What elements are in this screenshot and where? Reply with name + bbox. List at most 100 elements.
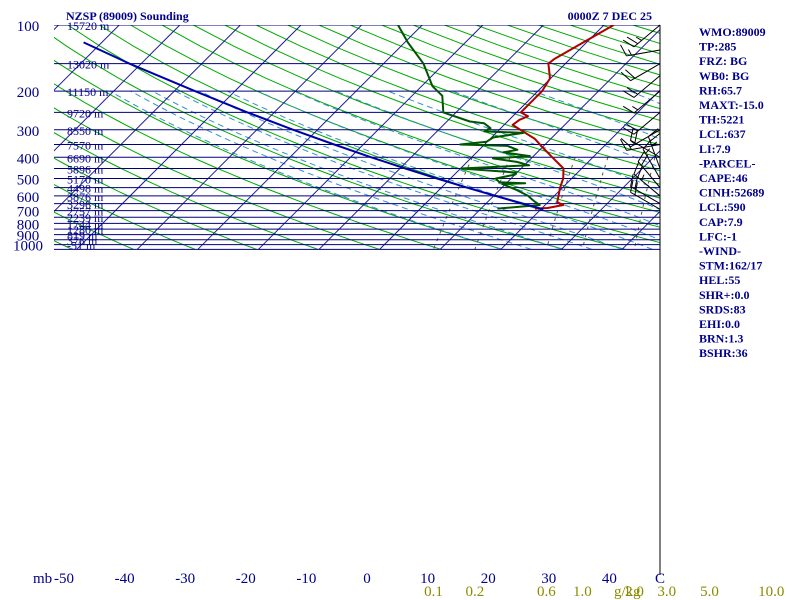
temperature-tick-label: -10 (296, 571, 316, 587)
index-value: CINH:52689 (699, 186, 764, 200)
mixing-ratio-tick-label: 0.2 (465, 584, 484, 600)
moist-adiabat-line (336, 90, 660, 211)
dry-adiabat-line (54, 36, 564, 250)
dry-adiabat-line (67, 25, 626, 250)
isotherm-line (318, 25, 544, 250)
mixing-ratio-line (433, 157, 473, 250)
mixing-ratio-tick-label: 10.0 (758, 584, 784, 600)
moist-adiabat-line (199, 90, 623, 250)
mixing-ratio-unit-label: g/kg (614, 584, 641, 600)
isotherm-line (197, 25, 423, 250)
wind-barb (630, 127, 661, 158)
dry-adiabat-line (54, 107, 380, 250)
wind-barb (647, 128, 661, 169)
pressure-tick-label: 900 (17, 229, 40, 245)
temperature-tick-label: 30 (541, 571, 556, 587)
dry-adiabat-line (54, 211, 134, 250)
isotherm-line (500, 89, 660, 250)
mixing-ratio-line (634, 157, 656, 250)
index-value: BRN:1.3 (699, 332, 743, 346)
height-label: 4498 m (67, 182, 104, 196)
dry-adiabat-line (54, 132, 319, 250)
isotherm-line (54, 25, 120, 91)
pressure-tick-label: 400 (17, 151, 40, 167)
chart-title: NZSP (89009) Sounding (66, 9, 189, 23)
isotherm-line (379, 25, 605, 250)
pressure-tick-label: 700 (17, 205, 40, 221)
index-value: WMO:89009 (699, 25, 766, 39)
height-label: 9720 m (67, 106, 104, 120)
pressure-unit-label: mb (33, 571, 52, 587)
height-label: 5896 m (67, 162, 104, 176)
dry-adiabat-line (318, 25, 660, 146)
mixing-ratio-tick-label: 1.0 (573, 584, 592, 600)
mixing-ratio-tick-label: 3.0 (657, 584, 676, 600)
height-label: 376 m (67, 234, 98, 248)
index-value: TP:285 (699, 40, 736, 54)
index-value: SRDS:83 (699, 302, 746, 316)
mixing-ratio-tick-label: 2.0 (625, 584, 644, 600)
isotherm-line (743, 25, 800, 249)
temperature-tick-label: 40 (602, 571, 617, 587)
moist-adiabat-line (533, 90, 660, 140)
wind-barbs (620, 24, 661, 210)
dry-adiabat-line (381, 25, 660, 121)
height-label: 13020 m (67, 58, 110, 72)
pressure-tick-label: 600 (17, 190, 40, 206)
index-value: SHR+:0.0 (699, 288, 750, 302)
index-value: EHI:0.0 (699, 317, 740, 331)
mixing-ratio-tick-labels: 0.10.20.61.02.03.05.010.020.030.040.0 (424, 584, 784, 600)
mixing-ratio-line (545, 157, 576, 250)
mixing-ratio-lines (433, 157, 778, 250)
index-value: TH:5221 (699, 113, 744, 127)
moist-adiabat-line (109, 90, 502, 250)
isotherm-line (258, 25, 484, 250)
height-label: 3876 m (67, 190, 104, 204)
height-label: 1280 m (67, 223, 104, 237)
dry-adiabat-line (255, 25, 660, 172)
wind-barb (622, 75, 661, 98)
height-label: 11150 m (67, 85, 109, 99)
dewpoint-trace (397, 25, 541, 210)
index-value: FRZ: BG (699, 54, 747, 68)
valid-time: 0000Z 7 DEC 25 (568, 9, 652, 23)
temperature-tick-label: -30 (175, 571, 195, 587)
mixing-ratio-line (771, 157, 778, 249)
index-value: RH:65.7 (699, 83, 742, 97)
mixing-ratio-tick-label: 0.1 (424, 584, 443, 600)
index-value: LFC:-1 (699, 229, 737, 243)
isobars (54, 25, 660, 250)
height-label: 6690 m (67, 151, 104, 165)
index-value: CAPE:46 (699, 171, 748, 185)
wind-barb (620, 63, 661, 82)
index-value: LI:7.9 (699, 142, 731, 156)
dry-adiabat-line (569, 25, 660, 55)
temperature-tick-labels: -50 -40 -30 -20 -10 0 10 20 30 40 (54, 571, 617, 587)
temperature-tick-label: -50 (54, 571, 74, 587)
wind-barb (633, 162, 661, 197)
index-value: HEL:55 (699, 273, 740, 287)
height-label: 1744 m (67, 217, 104, 231)
isotherm-line (76, 25, 302, 250)
pressure-tick-label: 1000 (13, 239, 43, 255)
height-label: 5170 m (67, 173, 104, 187)
temperature-tick-label: -40 (115, 571, 135, 587)
index-value: STM:162/17 (699, 259, 762, 273)
dry-adiabat-line (475, 25, 660, 87)
height-label: 15720 m (67, 19, 110, 33)
isotherm-line (561, 150, 660, 250)
mixing-ratio-tick-label: 5.0 (700, 584, 719, 600)
pressure-tick-label: 200 (17, 85, 40, 101)
mixing-ratio-line (474, 157, 511, 250)
height-label: -51 m (67, 239, 96, 253)
moist-adiabat-line (152, 90, 562, 250)
index-value: -WIND- (699, 244, 741, 258)
dry-adiabat-line (161, 25, 660, 213)
height-label: 7570 m (67, 139, 104, 153)
temperature-tick-label: 10 (420, 571, 435, 587)
index-value: BSHR:36 (699, 346, 748, 360)
height-label: 2239 m (67, 211, 104, 225)
